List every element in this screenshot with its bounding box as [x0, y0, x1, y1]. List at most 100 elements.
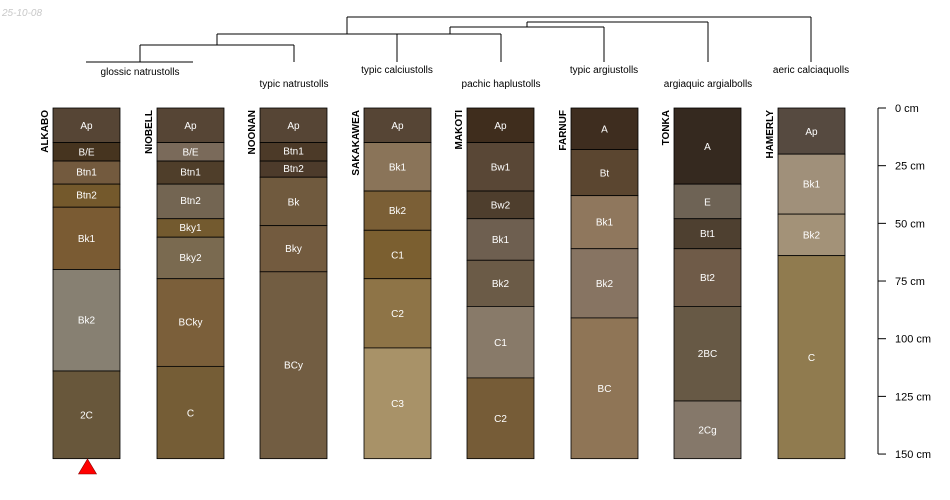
date-stamp: 25-10-08 — [2, 8, 43, 19]
horizon-hamerly-3 — [777, 255, 846, 460]
horizon-sakakawea-2 — [363, 190, 432, 231]
horizon-label: A — [704, 142, 711, 153]
horizon-label: Bk2 — [596, 279, 614, 290]
horizon-tonka-3 — [673, 248, 742, 307]
profile-hamerly: Ap Bk1 Bk2 C HAMERLY — [765, 107, 846, 460]
taxon-label: aeric calciaquolls — [773, 65, 849, 76]
horizon-label: Bk1 — [389, 162, 407, 173]
profile-name: MAKOTI — [454, 110, 465, 150]
marker — [77, 458, 98, 475]
horizon-label: Btn2 — [283, 164, 304, 175]
taxon-label: typic calciustolls — [361, 65, 433, 76]
depth-axis: 0 cm 25 cm 50 cm 75 cm 100 cm 125 cm 150 cm — [877, 103, 931, 461]
horizon-hamerly-0 — [777, 107, 846, 155]
horizon-makoti-1 — [466, 142, 535, 192]
axis-tick-label: 150 cm — [895, 449, 931, 461]
horizon-makoti-0 — [466, 107, 535, 144]
taxon-label: typic argiustolls — [570, 65, 638, 76]
horizon-label: Bk1 — [78, 234, 96, 245]
horizon-sakakawea-1 — [363, 142, 432, 192]
horizon-label: Bk2 — [492, 279, 510, 290]
horizon-alkabo-6 — [52, 370, 121, 460]
profile-niobell: Ap B/E Btn1 Btn2 Bky1 Bky2 BCky C NIOBELL — [144, 107, 225, 460]
horizon-label: C2 — [391, 309, 404, 320]
horizon-label: Bky2 — [179, 253, 202, 264]
horizon-farnuf-3 — [570, 248, 639, 319]
horizon-label: Btn2 — [180, 196, 201, 207]
axis-tick-label: 75 cm — [895, 276, 925, 288]
horizon-farnuf-2 — [570, 195, 639, 250]
profile-name: FARNUF — [558, 110, 569, 151]
horizon-niobell-5 — [156, 236, 225, 280]
axis-tick-label: 100 cm — [895, 334, 931, 346]
horizon-label: Bky1 — [179, 223, 202, 234]
horizon-hamerly-1 — [777, 153, 846, 215]
horizon-tonka-0 — [673, 107, 742, 185]
profile-farnuf: A Bt Bk1 Bk2 BC FARNUF — [558, 107, 639, 460]
horizon-label: Bk2 — [78, 316, 96, 327]
horizon-label: Btn1 — [76, 167, 97, 178]
horizon-label: Ap — [184, 121, 197, 132]
horizon-label: Ap — [391, 121, 404, 132]
horizon-noonan-5 — [259, 271, 328, 460]
horizon-label: Ap — [287, 121, 300, 132]
horizon-tonka-2 — [673, 218, 742, 250]
horizon-label: Bk — [288, 197, 301, 208]
horizon-label: C — [187, 408, 194, 419]
horizon-sakakawea-3 — [363, 229, 432, 280]
horizon-label: Bk2 — [803, 230, 821, 241]
horizon-label: A — [601, 125, 608, 136]
horizon-label: Bt — [600, 168, 610, 179]
profile-name: SAKAKAWEA — [351, 110, 362, 176]
horizon-label: Ap — [80, 121, 93, 132]
horizon-label: Ap — [494, 121, 507, 132]
horizon-label: C1 — [391, 250, 404, 261]
horizon-label: Btn1 — [180, 167, 201, 178]
axis-tick-label: 0 cm — [895, 103, 919, 115]
axis-tick-label: 50 cm — [895, 218, 925, 230]
profile-name: ALKABO — [40, 110, 51, 153]
horizon-tonka-5 — [673, 400, 742, 460]
horizon-makoti-6 — [466, 377, 535, 460]
triangle-marker-icon — [77, 458, 98, 475]
horizon-label: C — [808, 353, 815, 364]
horizon-label: C3 — [391, 399, 404, 410]
horizon-noonan-0 — [259, 107, 328, 144]
horizon-makoti-4 — [466, 259, 535, 307]
horizon-hamerly-2 — [777, 213, 846, 257]
horizon-label: E — [704, 197, 711, 208]
horizon-label: Bk1 — [803, 180, 821, 191]
taxon-label: argiaquic argialbolls — [664, 79, 752, 90]
profile-name: NOONAN — [247, 110, 258, 154]
horizon-farnuf-4 — [570, 317, 639, 460]
horizon-label: 2Cg — [698, 425, 716, 436]
taxon-label: typic natrustolls — [260, 79, 329, 90]
horizon-makoti-5 — [466, 306, 535, 379]
profiles: Ap B/E Btn1 Btn2 Bk1 Bk2 2C ALKABO Ap B/E Btn1 Btn2… — [40, 107, 846, 460]
horizon-label: B/E — [78, 147, 94, 158]
horizon-alkabo-5 — [52, 269, 121, 372]
horizon-label: Btn1 — [283, 147, 304, 158]
profile-tonka: A E Bt1 Bt2 2BC 2Cg TONKA — [661, 107, 742, 460]
dendrogram — [86, 16, 812, 63]
horizon-label: Btn2 — [76, 190, 97, 201]
horizon-niobell-0 — [156, 107, 225, 144]
horizon-label: Bt1 — [700, 229, 715, 240]
taxon-label: pachic haplustolls — [462, 79, 541, 90]
horizon-niobell-6 — [156, 278, 225, 367]
profile-name: TONKA — [661, 110, 672, 145]
horizon-niobell-7 — [156, 365, 225, 460]
horizon-makoti-2 — [466, 190, 535, 220]
taxa-labels: glossic natrustolls typic natrustolls typi… — [101, 65, 850, 90]
horizon-label: Bky — [285, 244, 302, 255]
horizon-label: Bk2 — [389, 206, 407, 217]
horizon-farnuf-1 — [570, 149, 639, 197]
profile-noonan: Ap Btn1 Btn2 Bk Bky BCy NOONAN — [247, 107, 328, 460]
horizon-niobell-3 — [156, 183, 225, 220]
horizon-sakakawea-5 — [363, 347, 432, 460]
horizon-label: 2BC — [698, 349, 717, 360]
profile-alkabo: Ap B/E Btn1 Btn2 Bk1 Bk2 2C ALKABO — [40, 107, 121, 460]
profile-makoti: Ap Bw1 Bw2 Bk1 Bk2 C1 C2 MAKOTI — [454, 107, 535, 460]
horizon-sakakawea-0 — [363, 107, 432, 144]
